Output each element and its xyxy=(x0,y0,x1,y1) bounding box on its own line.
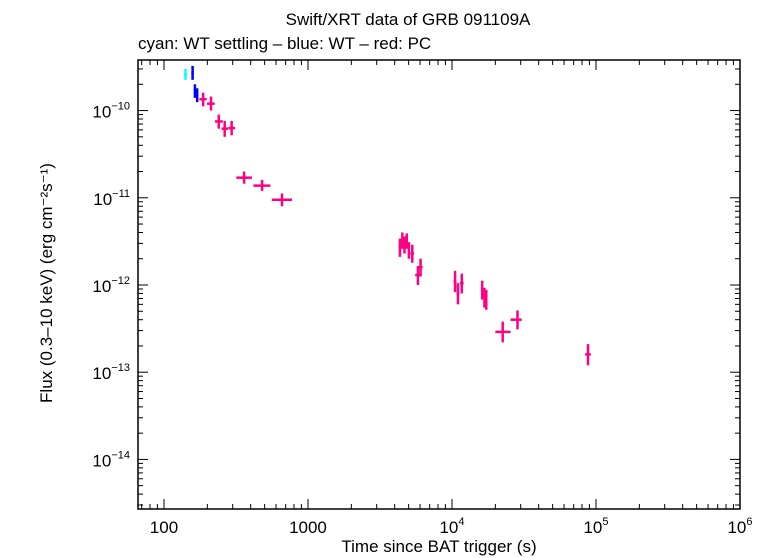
data-point xyxy=(459,273,464,294)
data-point xyxy=(456,283,460,305)
data-point xyxy=(193,84,197,98)
data-point xyxy=(495,321,511,343)
data-point xyxy=(228,120,236,136)
data-point xyxy=(199,92,207,107)
data-points xyxy=(184,65,591,366)
data-point xyxy=(195,88,199,103)
chart-subtitle: cyan: WT settling – blue: WT – red: PC xyxy=(138,34,431,53)
y-tick-label: 10−13 xyxy=(92,362,130,383)
data-point xyxy=(214,114,223,129)
data-point xyxy=(221,120,229,137)
x-tick-label: 105 xyxy=(583,516,608,537)
data-point xyxy=(585,344,591,366)
data-point xyxy=(253,179,271,191)
data-point xyxy=(236,171,252,184)
data-point xyxy=(405,233,408,249)
chart-title: Swift/XRT data of GRB 091109A xyxy=(286,10,531,29)
data-point xyxy=(510,310,522,330)
plot-frame xyxy=(137,59,741,510)
data-point xyxy=(418,258,423,277)
x-tick-label: 1000 xyxy=(289,518,327,537)
data-point xyxy=(453,270,457,293)
data-point xyxy=(271,193,293,207)
y-tick-label: 10−10 xyxy=(92,101,130,122)
data-point xyxy=(410,244,415,263)
x-axis-label: Time since BAT trigger (s) xyxy=(341,537,536,556)
y-axis-label: Flux (0.3–10 keV) (erg cm⁻²s⁻¹) xyxy=(37,163,56,403)
data-point xyxy=(403,236,406,254)
y-tick-label: 10−11 xyxy=(93,188,130,209)
x-tick-label: 104 xyxy=(439,516,464,537)
x-tick-label: 106 xyxy=(727,516,752,537)
axis-ticks xyxy=(138,60,741,509)
data-point xyxy=(401,232,404,249)
y-tick-label: 10−12 xyxy=(92,275,130,296)
data-point xyxy=(485,289,488,310)
x-tick-label: 100 xyxy=(150,518,178,537)
y-tick-label: 10−14 xyxy=(92,449,130,470)
data-point xyxy=(191,65,194,80)
data-point xyxy=(398,238,402,257)
data-point xyxy=(207,96,215,111)
data-point xyxy=(480,280,484,300)
data-point xyxy=(407,242,411,259)
axis-tick-labels: 100 1000 104 105 106 10−10 10−11 10−12 10−13 10−1… xyxy=(92,101,752,537)
data-point xyxy=(184,68,187,80)
